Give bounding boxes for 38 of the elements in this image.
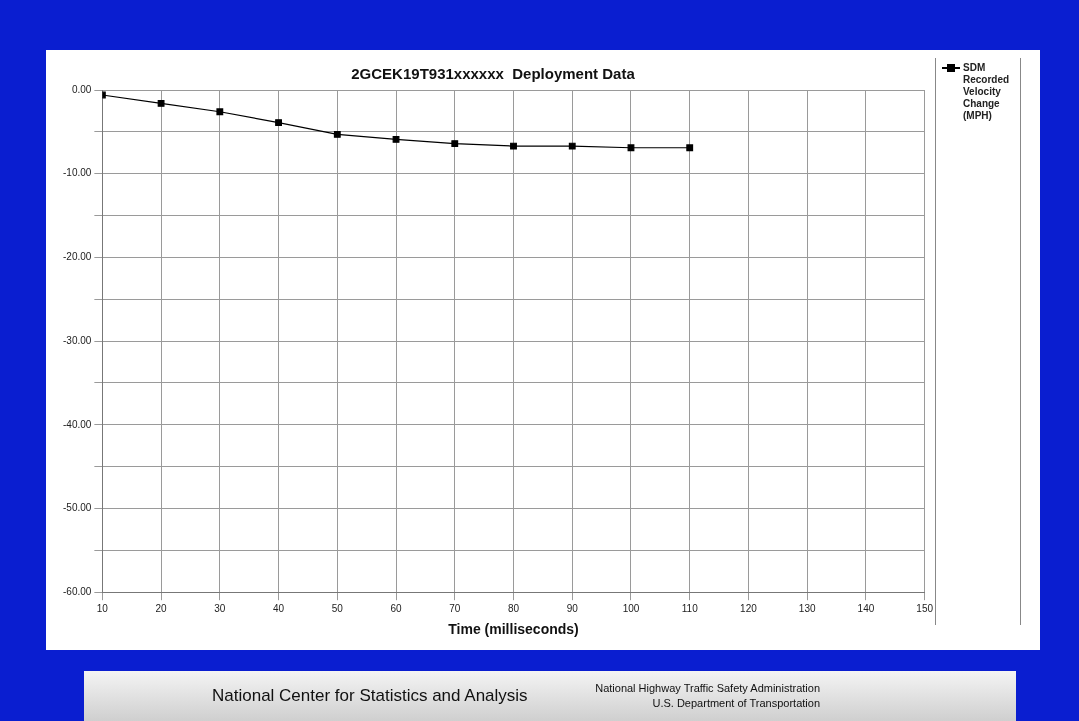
chart-title: 2GCEK19T931xxxxxx Deployment Data	[351, 65, 636, 83]
text: U.S. Department of Transportation	[651, 696, 820, 711]
point	[216, 108, 224, 116]
point	[510, 142, 517, 150]
point	[157, 99, 165, 107]
y-tick-label: -10.00	[63, 167, 92, 179]
y-tick-label: 0.00	[71, 83, 92, 95]
y-tick-label: -20.00	[63, 251, 92, 263]
x-tick-label: 150	[916, 602, 934, 614]
x-tick-label: 20	[155, 602, 168, 614]
text: National Highway Traffic Safety Administration	[595, 681, 820, 696]
legend-label: SDM Recorded Velocity Change (MPH)	[963, 62, 1011, 122]
point	[627, 144, 635, 152]
x-tick-label: 90	[566, 602, 579, 614]
point	[568, 142, 576, 150]
x-tick-label: 10	[96, 602, 109, 614]
x-tick-label: 110	[681, 602, 699, 614]
x-tick-label: 140	[857, 602, 875, 614]
y-tick-label: -40.00	[63, 418, 92, 430]
x-tick-label: 50	[331, 602, 344, 614]
point	[333, 130, 341, 138]
point	[451, 140, 459, 147]
x-tick-label: 100	[622, 602, 640, 614]
x-tick-label: 120	[740, 602, 758, 614]
y-tick-label: -30.00	[63, 334, 92, 346]
point	[686, 144, 694, 152]
y-tick-label: -60.00	[63, 585, 92, 597]
x-tick-label: 60	[390, 602, 403, 614]
point	[275, 119, 282, 127]
x-tick-label: 70	[449, 602, 461, 614]
x-tick-label: 130	[798, 602, 816, 614]
text: National Center for Statistics and Analysis	[212, 686, 528, 706]
x-tick-label: 40	[273, 602, 285, 614]
x-axis-title: Time (milliseconds)	[448, 621, 579, 638]
x-tick-label: 80	[507, 602, 520, 614]
x-tick-label: 30	[214, 602, 226, 614]
point	[392, 135, 400, 143]
y-tick-label: -50.00	[63, 502, 92, 514]
